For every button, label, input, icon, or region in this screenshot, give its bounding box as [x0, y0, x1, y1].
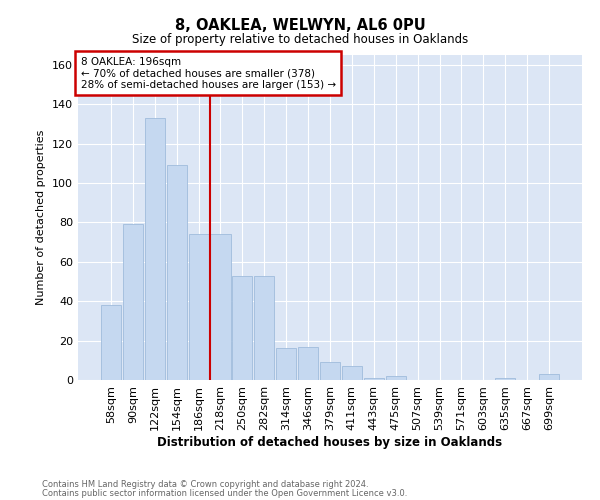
Text: Contains public sector information licensed under the Open Government Licence v3: Contains public sector information licen… [42, 489, 407, 498]
Bar [145, 118, 165, 380]
Bar [188, 234, 209, 380]
Bar [276, 348, 296, 380]
Bar [386, 376, 406, 380]
X-axis label: Distribution of detached houses by size in Oaklands: Distribution of detached houses by size … [157, 436, 503, 448]
Bar [167, 166, 187, 380]
Bar [101, 305, 121, 380]
Bar [364, 378, 384, 380]
Bar [254, 276, 274, 380]
Bar [211, 234, 230, 380]
Text: 8, OAKLEA, WELWYN, AL6 0PU: 8, OAKLEA, WELWYN, AL6 0PU [175, 18, 425, 32]
Text: Size of property relative to detached houses in Oaklands: Size of property relative to detached ho… [132, 32, 468, 46]
Bar [342, 366, 362, 380]
Text: Contains HM Land Registry data © Crown copyright and database right 2024.: Contains HM Land Registry data © Crown c… [42, 480, 368, 489]
Text: 8 OAKLEA: 196sqm
← 70% of detached houses are smaller (378)
28% of semi-detached: 8 OAKLEA: 196sqm ← 70% of detached house… [80, 56, 335, 90]
Y-axis label: Number of detached properties: Number of detached properties [37, 130, 46, 305]
Bar [320, 362, 340, 380]
Bar [495, 378, 515, 380]
Bar [232, 276, 253, 380]
Bar [539, 374, 559, 380]
Bar [298, 346, 318, 380]
Bar [123, 224, 143, 380]
